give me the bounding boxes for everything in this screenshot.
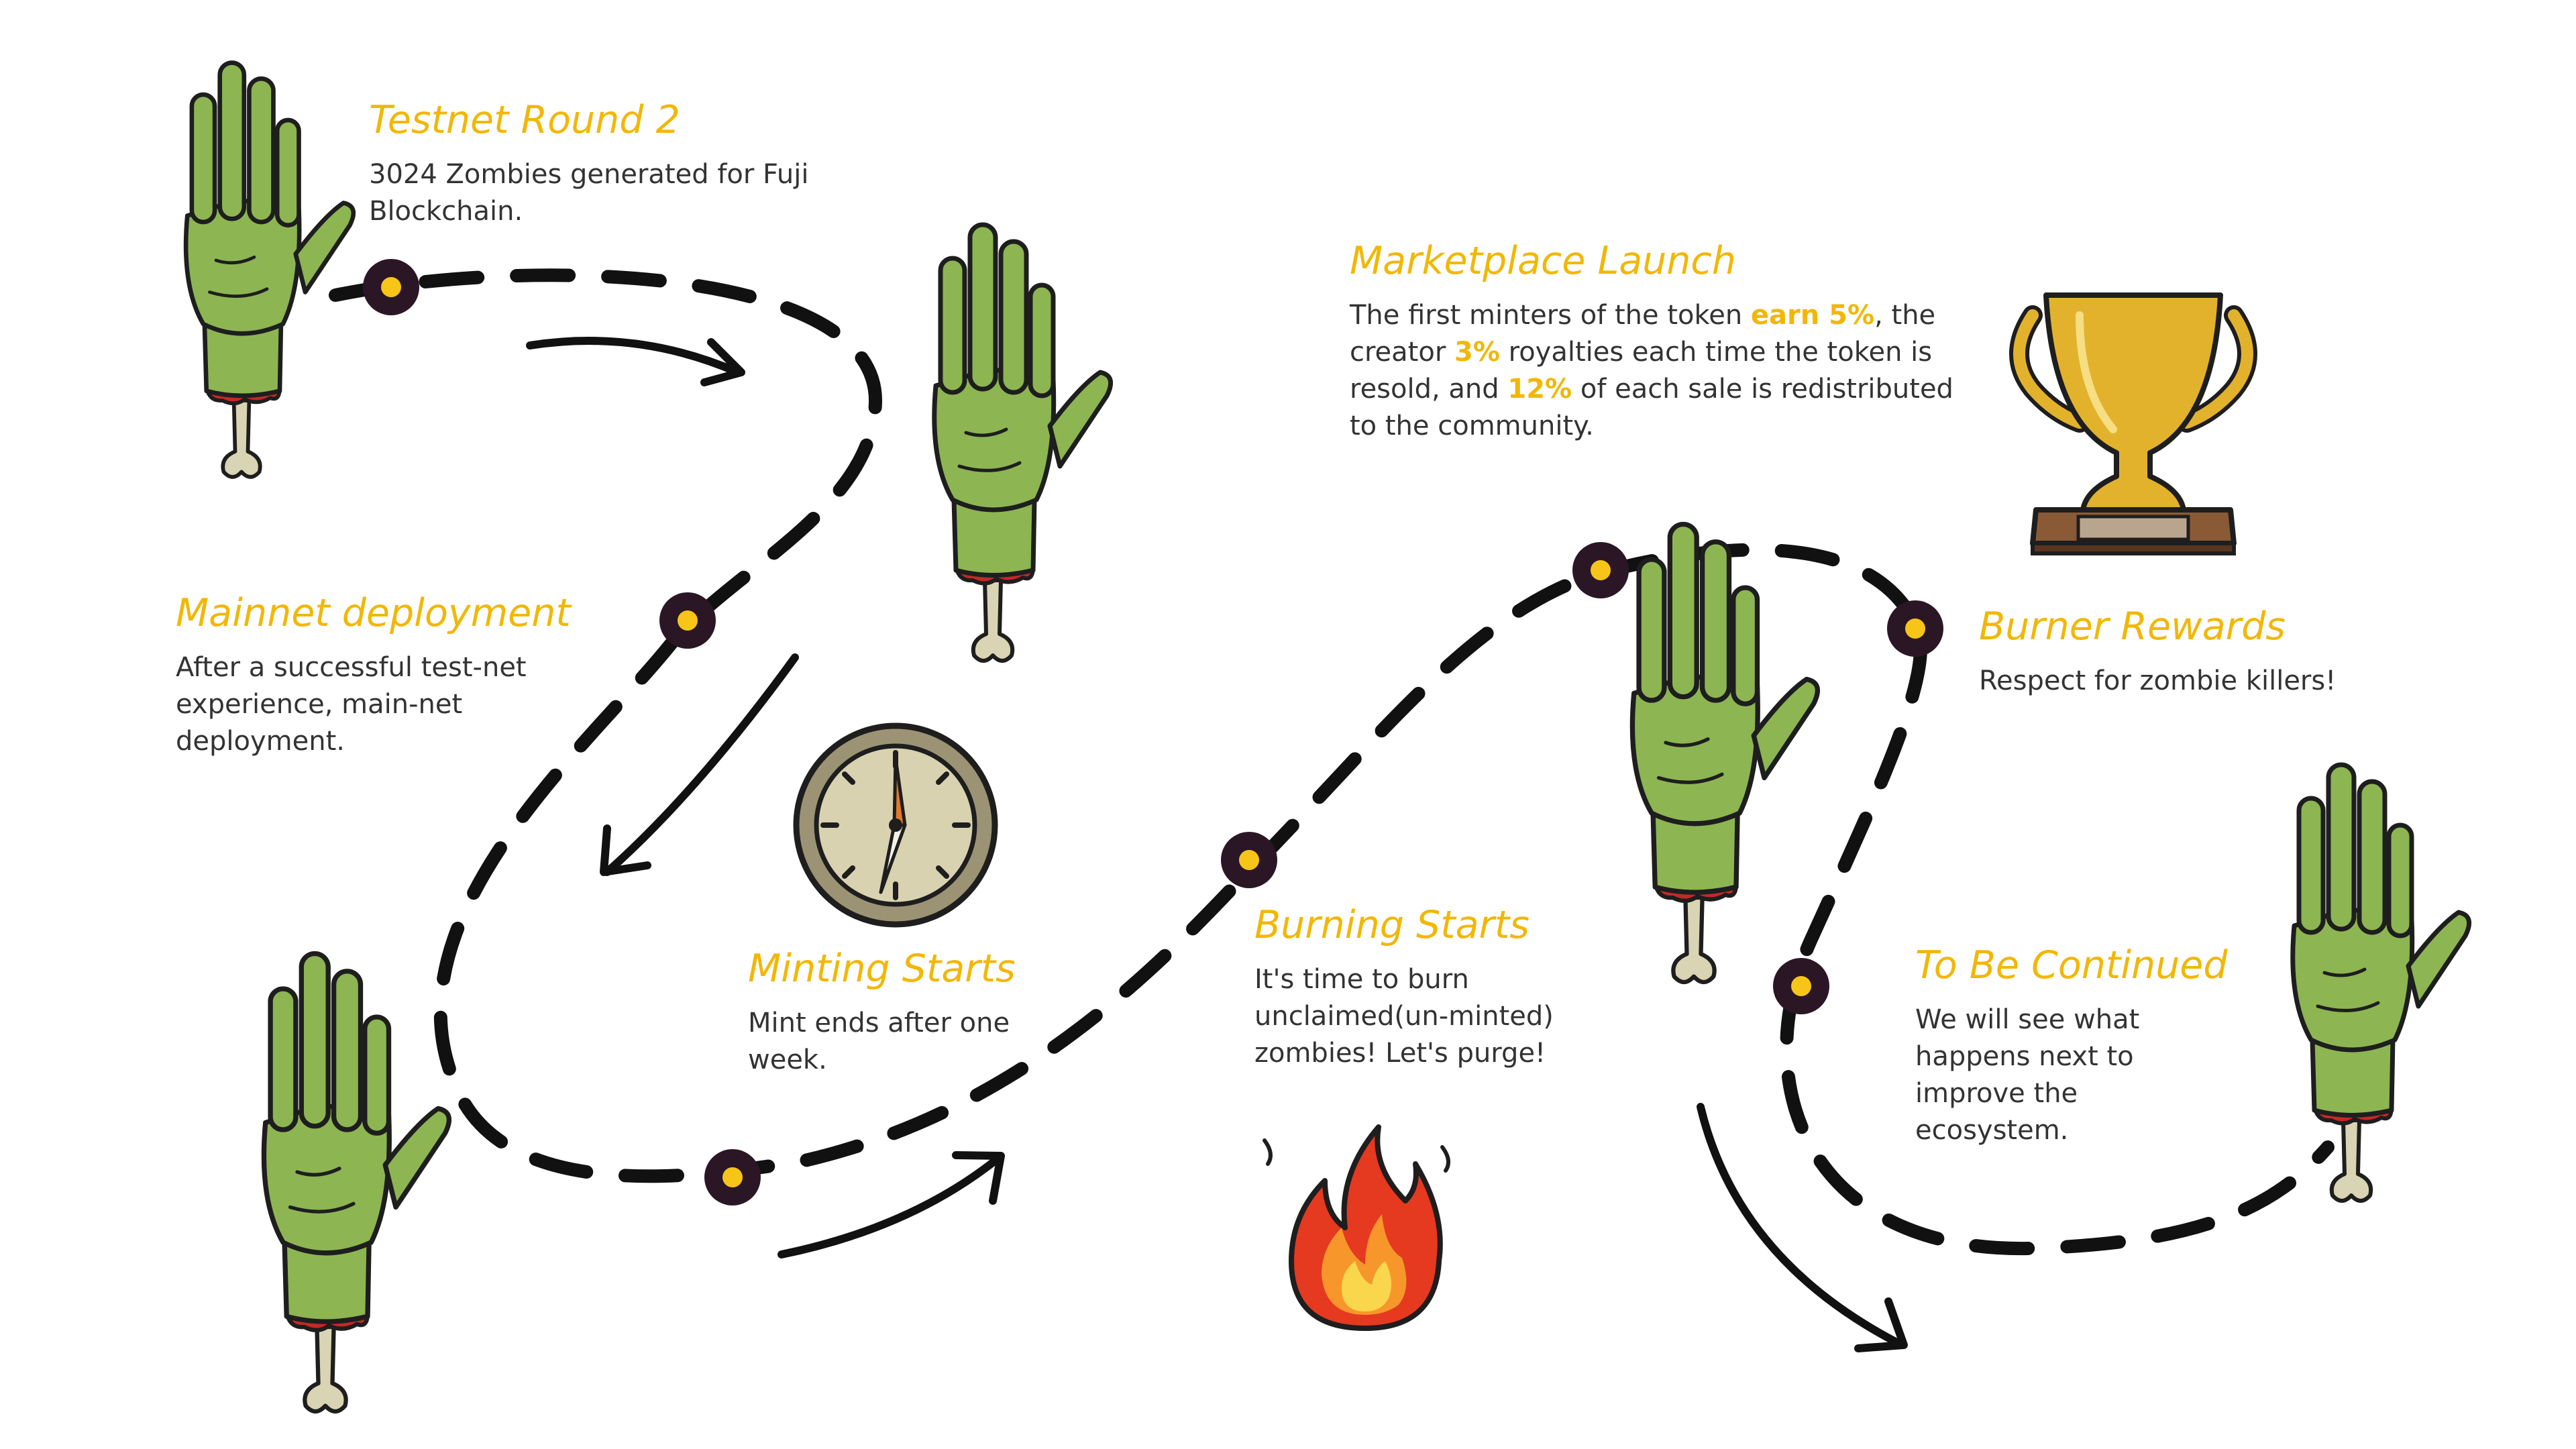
milestone-title: Marketplace Launch [1350,239,1736,283]
milestone-description: The first minters of the token earn 5%, … [1350,297,1953,445]
description-text: of each sale is redistributed to the com… [1350,374,1953,442]
milestone-description: It's time to burn unclaimed(un-minted) z… [1254,964,1554,1069]
zombie-hand-icon [186,62,354,477]
milestone-testnet: Testnet Round 2 3024 Zombies generated f… [369,97,825,230]
description-text: royalties each time the token is resold,… [1350,337,1933,405]
milestone-description: We will see what happens next to improve… [1915,1004,2140,1146]
milestone-title: Burner Rewards [1979,604,2286,649]
milestone-title: To Be Continued [1915,943,2228,987]
arrow-1 [526,337,745,386]
description-text: The first minters of the token [1350,300,1751,331]
milestone-burner: Burner Rewards Respect for zombie killer… [1979,604,2422,700]
milestone-title: Testnet Round 2 [369,98,680,142]
arrow-2 [600,653,799,876]
milestone-minting: Minting Starts Mint ends after one week. [748,946,1016,1079]
arrow-4 [1697,1103,1908,1352]
marker [1572,542,1629,598]
arrow-3 [777,1151,1005,1258]
marker [1221,832,1277,888]
description-text: , the creator [1350,300,1936,368]
milestone-marketplace: Marketplace Launch The first minters of … [1350,238,1953,445]
zombie-hand-icon [2293,765,2469,1201]
milestone-mainnet: Mainnet deployment After a successful te… [176,590,578,760]
highlight-earn: earn 5% [1750,300,1875,331]
marker [704,1149,761,1205]
trophy-icon [2009,292,2257,555]
marker [1773,958,1829,1014]
milestone-description: Respect for zombie killers! [1979,665,2337,697]
milestone-continued: To Be Continued We will see what happens… [1915,943,2228,1149]
marker [363,259,419,315]
milestone-title: Minting Starts [748,947,1016,991]
zombie-hand-icon [1632,525,1817,983]
marker [1887,600,1943,657]
fire-icon [1263,1124,1450,1331]
highlight-creator: 3% [1454,337,1500,368]
milestone-burning: Burning Starts It's time to burn unclaim… [1254,902,1630,1072]
milestone-title: Burning Starts [1254,903,1529,947]
zombie-hand-icon [264,954,449,1412]
highlight-community: 12% [1507,374,1572,405]
milestone-description: 3024 Zombies generated for Fuji Blockcha… [369,159,809,227]
roadmap-path [329,268,2334,1256]
zombie-hand-icon [934,225,1111,661]
milestone-description: Mint ends after one week. [748,1008,1010,1076]
compass-icon [793,722,998,928]
milestone-title: Mainnet deployment [176,591,571,635]
marker [659,592,716,649]
milestone-description: After a successful test-net experience, … [176,652,527,757]
